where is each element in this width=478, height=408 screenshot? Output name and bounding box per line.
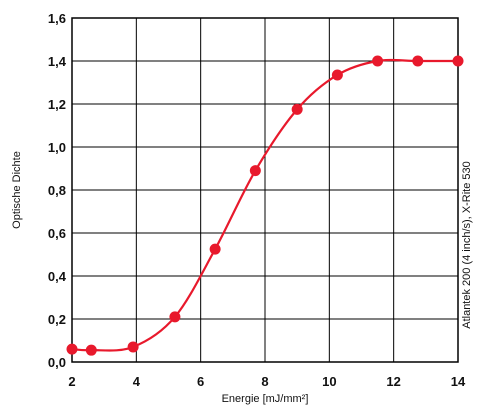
y-tick-label: 0,2 [48,312,66,327]
y-tick-labels: 0,0 0,2 0,4 0,6 0,8 1,0 1,2 1,4 1,6 [48,11,67,370]
y-tick-label: 1,6 [48,11,66,26]
data-point [412,55,424,67]
data-point [291,103,303,115]
data-point [127,341,139,353]
x-axis-label: Energie [mJ/mm²] [222,393,309,405]
x-tick-label: 14 [451,374,466,389]
x-tick-label: 6 [197,374,204,389]
data-point [209,243,221,255]
side-note: Atlantek 200 (4 inch/s), X-Rite 530 [461,161,473,329]
grid [72,18,458,362]
series-points [66,55,464,356]
x-tick-label: 10 [322,374,336,389]
x-tick-label: 2 [68,374,75,389]
x-tick-label: 8 [261,374,268,389]
data-point [85,344,97,356]
y-tick-label: 1,4 [48,54,67,69]
data-point [372,55,384,67]
y-tick-label: 1,0 [48,140,66,155]
plot-frame [71,17,459,363]
data-point [331,69,343,81]
y-tick-label: 1,2 [48,97,66,112]
x-tick-label: 4 [133,374,141,389]
y-tick-label: 0,6 [48,226,66,241]
y-tick-label: 0,0 [48,355,66,370]
x-tick-label: 12 [386,374,400,389]
y-tick-label: 0,8 [48,183,66,198]
data-point [169,311,181,323]
y-axis-label: Optische Dichte [11,151,23,229]
x-tick-labels: 2 4 6 8 10 12 14 [68,374,466,389]
data-point [249,165,261,177]
data-point [452,55,464,67]
data-point [66,343,78,355]
y-tick-label: 0,4 [48,269,67,284]
